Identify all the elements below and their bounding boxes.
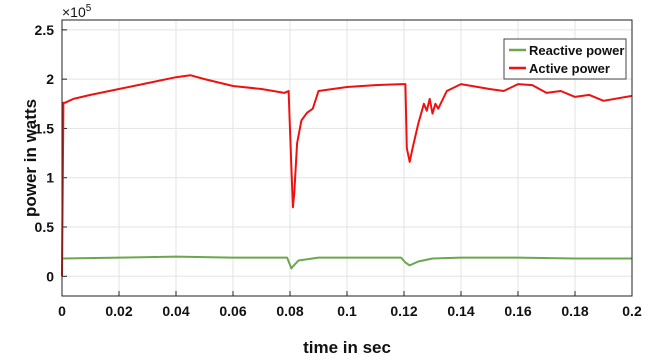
y-tick-label: 1 [46,170,54,186]
y-multiplier-exponent: 5 [86,3,92,14]
legend-box [503,38,627,80]
y-tick-label: 2 [46,71,54,87]
y-tick-label: 2.5 [35,22,55,38]
x-tick-label: 0.04 [162,303,189,319]
x-tick-label: 0.06 [219,303,246,319]
x-tick-label: 0.12 [390,303,417,319]
x-tick-label: 0.02 [105,303,132,319]
y-axis-label: power in watts [21,99,40,217]
series-line-reactive-power [61,255,632,270]
plot-frame [61,19,633,297]
x-tick-label: 0.14 [447,303,474,319]
x-tick-label: 0 [58,303,66,319]
x-tick-label: 0.2 [622,303,642,319]
series-line-active-power [61,74,633,277]
grid [61,20,633,296]
y-tick-label: 1.5 [35,120,55,136]
legend-label-active: Active power [529,61,610,76]
y-tick-labels: 0 0.5 1 1.5 2 2.5 [35,22,55,284]
y-tick-label: 0.5 [35,219,55,235]
x-tick-label: 0.16 [504,303,531,319]
x-tick-label: 0.08 [276,303,303,319]
y-multiplier-base: ×10 [62,4,86,20]
x-tick-label: 0.1 [337,303,357,319]
x-tick-labels: 0 0.02 0.04 0.06 0.08 0.1 0.12 0.14 0.16 0.18 0.2 [58,303,642,319]
y-multiplier: ×105 [62,3,92,20]
x-tick-label: 0.18 [561,303,588,319]
legend: Reactive power Active power [503,38,627,80]
x-axis-label: time in sec [303,338,391,357]
y-tick-label: 0 [46,268,54,284]
legend-label-reactive: Reactive power [529,43,624,58]
series-layer [61,74,633,277]
